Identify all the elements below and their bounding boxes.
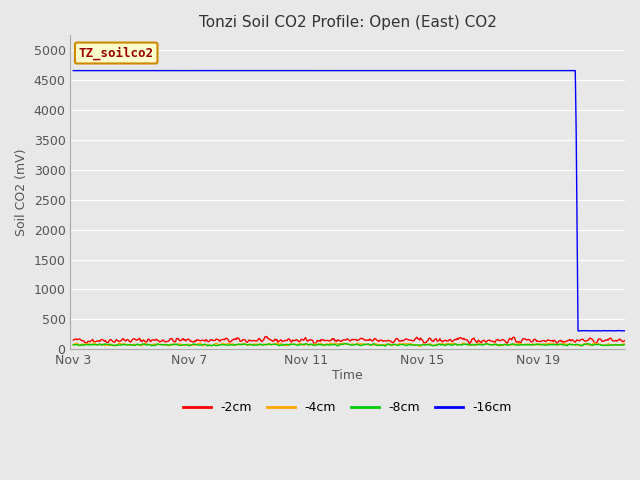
X-axis label: Time: Time	[332, 369, 363, 382]
-16cm	[167, 68, 175, 73]
-2cm	[465, 341, 473, 347]
Line: -16cm: -16cm	[74, 71, 625, 331]
Line: -8cm: -8cm	[74, 344, 625, 346]
-2cm	[439, 339, 447, 345]
-4cm	[590, 340, 598, 346]
-2cm	[320, 337, 328, 343]
-16cm	[438, 68, 445, 73]
-16cm	[621, 328, 629, 334]
-4cm	[395, 342, 403, 348]
Y-axis label: Soil CO2 (mV): Soil CO2 (mV)	[15, 149, 28, 236]
-16cm	[319, 68, 327, 73]
-2cm	[396, 338, 403, 344]
Line: -2cm: -2cm	[74, 336, 625, 344]
Legend: -2cm, -4cm, -8cm, -16cm: -2cm, -4cm, -8cm, -16cm	[178, 396, 517, 420]
Title: Tonzi Soil CO2 Profile: Open (East) CO2: Tonzi Soil CO2 Profile: Open (East) CO2	[199, 15, 497, 30]
-4cm	[486, 341, 493, 347]
-2cm	[621, 337, 629, 343]
-16cm	[485, 68, 493, 73]
-4cm	[439, 341, 447, 347]
Line: -4cm: -4cm	[74, 343, 625, 346]
Text: TZ_soilco2: TZ_soilco2	[79, 47, 154, 60]
-16cm	[70, 68, 77, 73]
-16cm	[211, 68, 219, 73]
-8cm	[396, 342, 404, 348]
-4cm	[319, 343, 327, 348]
-8cm	[334, 343, 342, 349]
-2cm	[486, 338, 494, 344]
-2cm	[211, 337, 219, 343]
-16cm	[575, 328, 583, 334]
-8cm	[440, 342, 447, 348]
-8cm	[341, 341, 349, 347]
-8cm	[167, 342, 175, 348]
-8cm	[211, 343, 219, 348]
-2cm	[70, 337, 77, 343]
-4cm	[416, 343, 424, 349]
-4cm	[621, 341, 629, 347]
-8cm	[486, 342, 494, 348]
-2cm	[167, 336, 175, 341]
-4cm	[211, 341, 219, 347]
-16cm	[525, 68, 533, 73]
-2cm	[263, 334, 271, 339]
-4cm	[167, 341, 175, 347]
-4cm	[70, 342, 77, 348]
-8cm	[70, 342, 77, 348]
-8cm	[319, 342, 327, 348]
-16cm	[395, 68, 403, 73]
-8cm	[621, 342, 629, 348]
